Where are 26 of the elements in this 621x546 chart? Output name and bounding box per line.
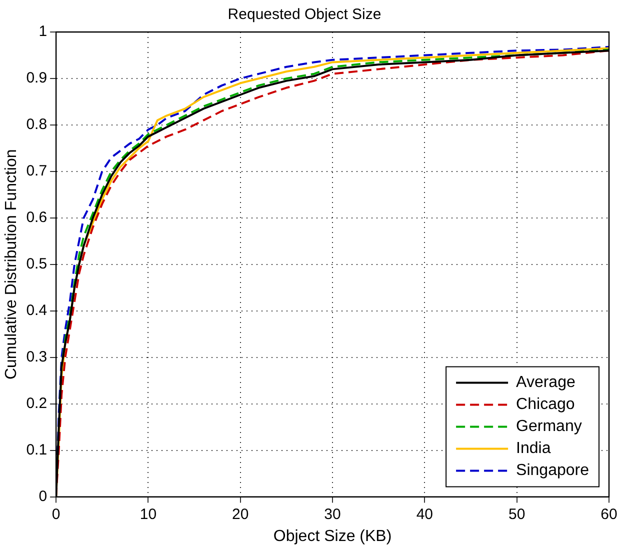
legend-label: Singapore xyxy=(516,462,590,480)
x-tick-label: 50 xyxy=(508,506,526,523)
y-tick-label: 0.2 xyxy=(26,394,48,412)
y-tick-label: 0.6 xyxy=(26,209,48,226)
legend-label: India xyxy=(516,440,551,458)
y-tick-label: 1 xyxy=(38,23,48,40)
x-axis-title: Object Size (KB) xyxy=(273,528,392,545)
legend-label: Average xyxy=(516,374,576,392)
y-axis-title: Cumulative Distribution Function xyxy=(3,149,20,380)
y-tick-label: 0.7 xyxy=(26,162,48,180)
y-tick-label: 0.1 xyxy=(26,441,48,458)
y-tick-label: 0.3 xyxy=(26,348,48,366)
y-tick-label: 0.8 xyxy=(26,116,48,134)
x-tick-label: 20 xyxy=(232,506,249,523)
y-tick-label: 0 xyxy=(38,488,48,505)
x-tick-label: 10 xyxy=(140,506,157,523)
chart-title: Requested Object Size xyxy=(228,6,382,24)
y-tick-label: 0.4 xyxy=(26,302,48,320)
y-tick-label: 0.5 xyxy=(26,256,48,273)
x-tick-label: 0 xyxy=(52,506,60,523)
legend-label: Chicago xyxy=(516,396,575,414)
legend-label: Germany xyxy=(516,418,582,436)
y-tick-label: 0.9 xyxy=(26,70,48,87)
x-tick-label: 30 xyxy=(324,506,341,523)
x-tick-label: 40 xyxy=(416,506,434,523)
x-tick-label: 60 xyxy=(600,506,618,523)
